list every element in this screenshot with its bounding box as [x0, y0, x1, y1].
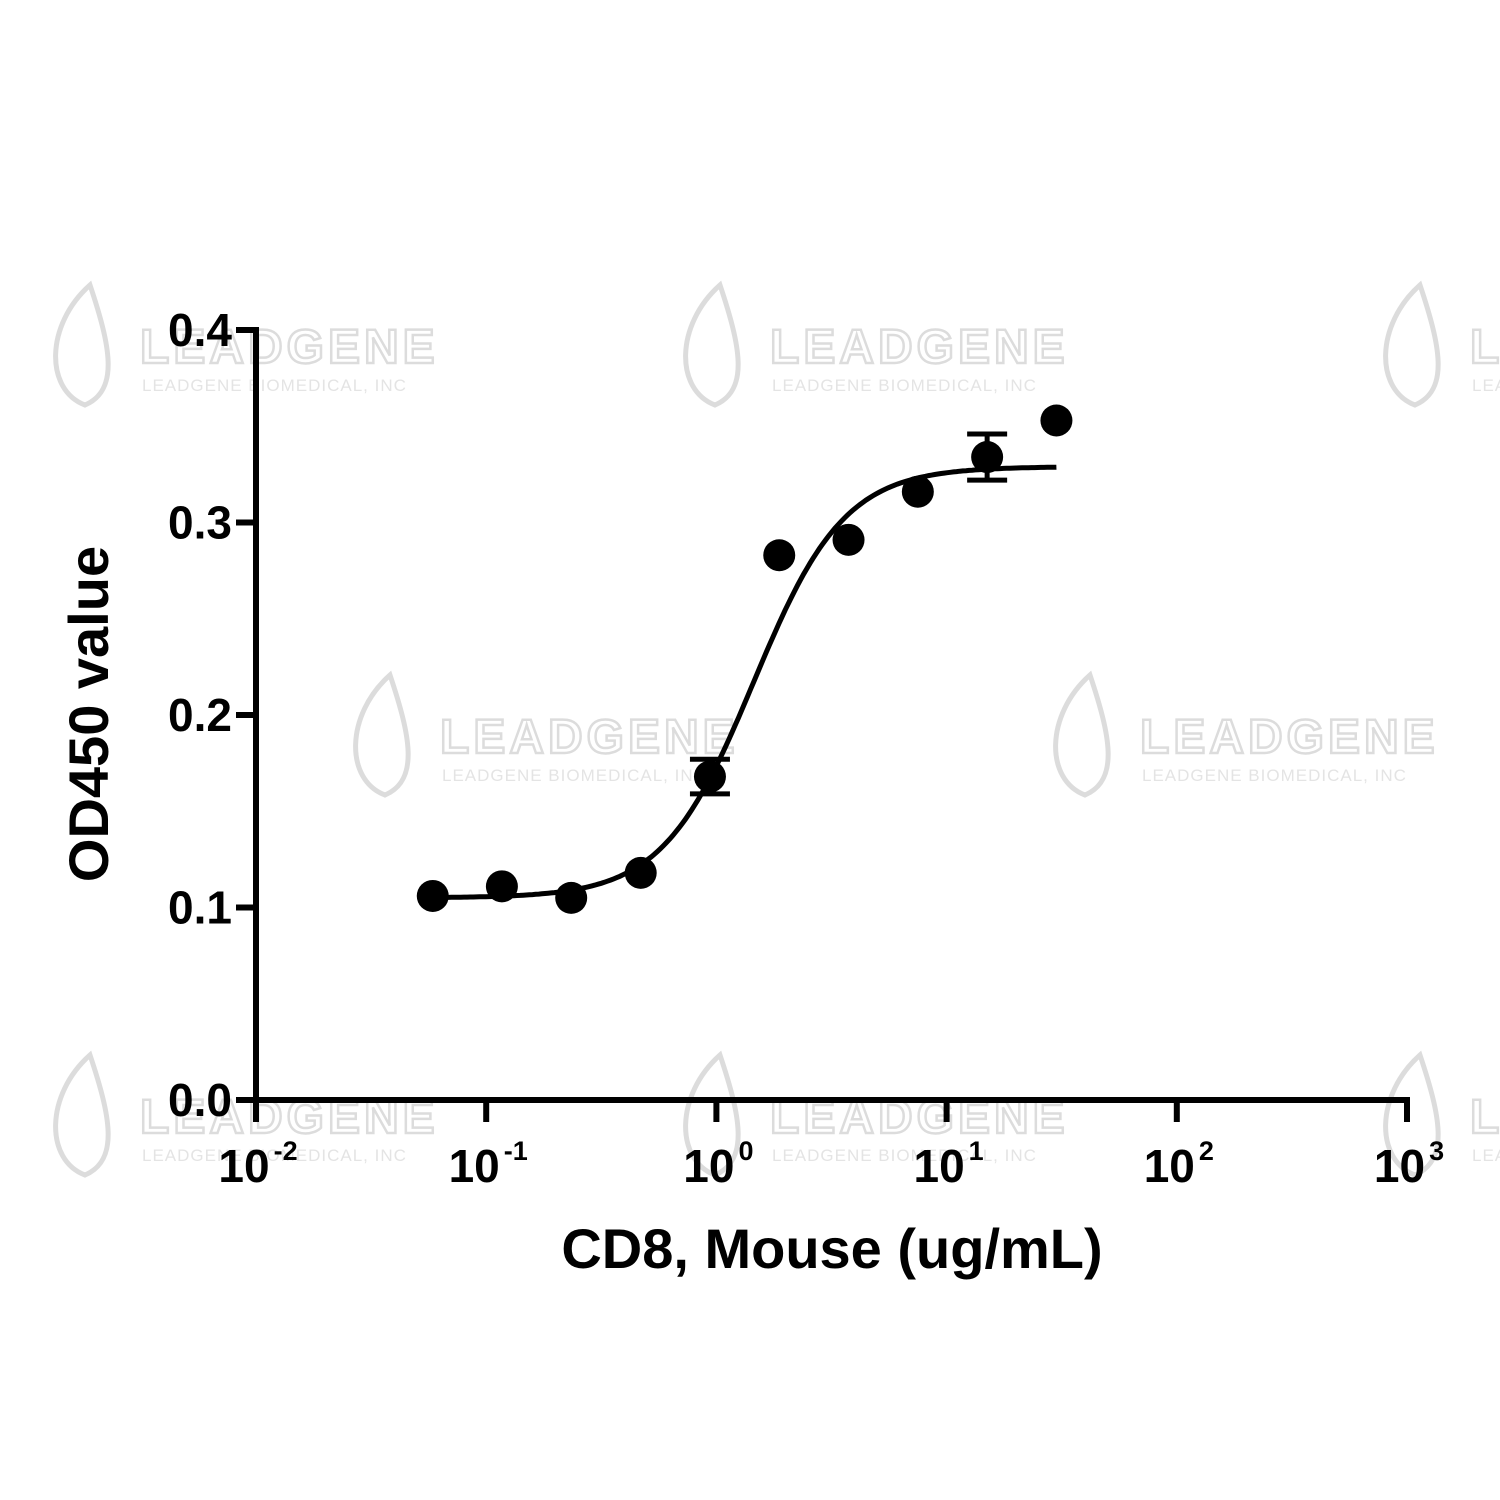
y-tick-label: 0.1 — [168, 882, 232, 934]
leaf-drop-icon — [683, 280, 741, 408]
fit-curve — [432, 464, 1057, 900]
watermark-brand: LEADGENE — [1470, 1091, 1500, 1144]
data-point — [1040, 404, 1073, 437]
watermark-logo: LEADGENE LEADGENE BIOMEDICAL, INC — [353, 670, 739, 798]
data-point — [624, 856, 657, 889]
data-point — [832, 523, 865, 556]
watermark-logo: LEADGENE LEADGENE BIOMEDICAL, INC — [53, 280, 439, 408]
data-point — [555, 881, 588, 914]
axes: 0.0 0.1 0.2 0.3 0.4 10 -2 10 -1 10 0 10 1 10 2 10 3 — [168, 304, 1444, 1192]
leaf-drop-icon — [683, 1050, 741, 1178]
watermark-subtitle: LEADGENE BIOMEDICAL, INC — [442, 766, 707, 785]
leaf-drop-icon — [1383, 280, 1441, 408]
watermark-brand: LEADGENE — [140, 321, 439, 374]
x-tick-label: 10 0 — [683, 1136, 753, 1192]
leaf-drop-icon — [1053, 670, 1111, 798]
watermark-logo: LEADGENE LEADGENE BIOMEDICAL, INC — [1053, 670, 1439, 798]
watermark-brand: LEADGENE — [1140, 711, 1439, 764]
y-tick-label: 0.0 — [168, 1074, 232, 1126]
watermark-brand: LEADGENE — [1470, 321, 1500, 374]
data-point — [693, 760, 726, 793]
y-axis-title: OD450 value — [57, 546, 120, 882]
y-tick-label: 0.3 — [168, 497, 232, 549]
leaf-drop-icon — [1383, 1050, 1441, 1178]
data-point — [416, 879, 449, 912]
data-point — [485, 870, 518, 903]
x-tick-label: 10 -1 — [449, 1136, 528, 1192]
x-tick-label: 10 3 — [1374, 1136, 1444, 1192]
watermark-brand: LEADGENE — [440, 711, 739, 764]
y-tick-label: 0.2 — [168, 689, 232, 741]
x-tick-label: 10 -2 — [218, 1136, 297, 1192]
watermark-logo: LEADGENE LEADGENE BIOMEDICAL, INC — [1383, 1050, 1500, 1178]
y-tick-label: 0.4 — [168, 304, 232, 356]
leaf-drop-icon — [53, 280, 111, 408]
x-tick-label: 10 2 — [1144, 1136, 1214, 1192]
watermark-subtitle: LEADGENE BIOMEDICAL, INC — [772, 376, 1037, 395]
data-point — [901, 475, 934, 508]
plot-area — [416, 404, 1073, 914]
watermark-subtitle: LEADGENE BIOMEDICAL, INC — [1472, 1146, 1500, 1165]
leaf-drop-icon — [53, 1050, 111, 1178]
watermark-subtitle: LEADGENE BIOMEDICAL, INC — [1142, 766, 1407, 785]
watermark-logo: LEADGENE LEADGENE BIOMEDICAL, INC — [1383, 280, 1500, 408]
watermark-subtitle: LEADGENE BIOMEDICAL, INC — [1472, 376, 1500, 395]
leaf-drop-icon — [353, 670, 411, 798]
watermark-brand: LEADGENE — [770, 321, 1069, 374]
watermark-subtitle: LEADGENE BIOMEDICAL, INC — [142, 1146, 407, 1165]
data-point — [971, 441, 1004, 474]
data-point — [763, 539, 796, 572]
watermark-subtitle: LEADGENE BIOMEDICAL, INC — [772, 1146, 1037, 1165]
x-tick-label: 10 1 — [913, 1136, 983, 1192]
x-axis-title: CD8, Mouse (ug/mL) — [561, 1217, 1102, 1280]
watermark-subtitle: LEADGENE BIOMEDICAL, INC — [142, 376, 407, 395]
watermark-logo: LEADGENE LEADGENE BIOMEDICAL, INC — [683, 280, 1069, 408]
